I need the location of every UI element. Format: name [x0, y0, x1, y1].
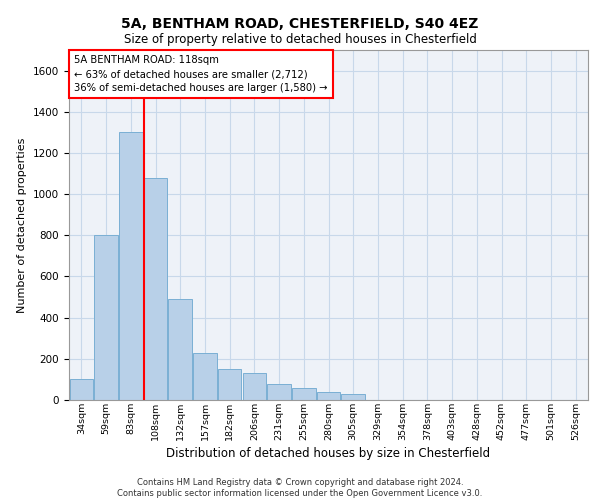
Text: 5A, BENTHAM ROAD, CHESTERFIELD, S40 4EZ: 5A, BENTHAM ROAD, CHESTERFIELD, S40 4EZ	[121, 18, 479, 32]
Bar	[242, 373, 266, 400]
Bar	[317, 392, 340, 400]
Bar	[119, 132, 143, 400]
Bar	[341, 394, 365, 400]
Text: Contains HM Land Registry data © Crown copyright and database right 2024.
Contai: Contains HM Land Registry data © Crown c…	[118, 478, 482, 498]
Bar	[292, 388, 316, 400]
Text: 5A BENTHAM ROAD: 118sqm
← 63% of detached houses are smaller (2,712)
36% of semi: 5A BENTHAM ROAD: 118sqm ← 63% of detache…	[74, 56, 328, 94]
Bar	[94, 236, 118, 400]
X-axis label: Distribution of detached houses by size in Chesterfield: Distribution of detached houses by size …	[166, 446, 491, 460]
Bar	[70, 380, 93, 400]
Bar	[193, 352, 217, 400]
Bar	[218, 369, 241, 400]
Bar	[268, 384, 291, 400]
Bar	[144, 178, 167, 400]
Text: Size of property relative to detached houses in Chesterfield: Size of property relative to detached ho…	[124, 32, 476, 46]
Y-axis label: Number of detached properties: Number of detached properties	[17, 138, 28, 312]
Bar	[169, 299, 192, 400]
